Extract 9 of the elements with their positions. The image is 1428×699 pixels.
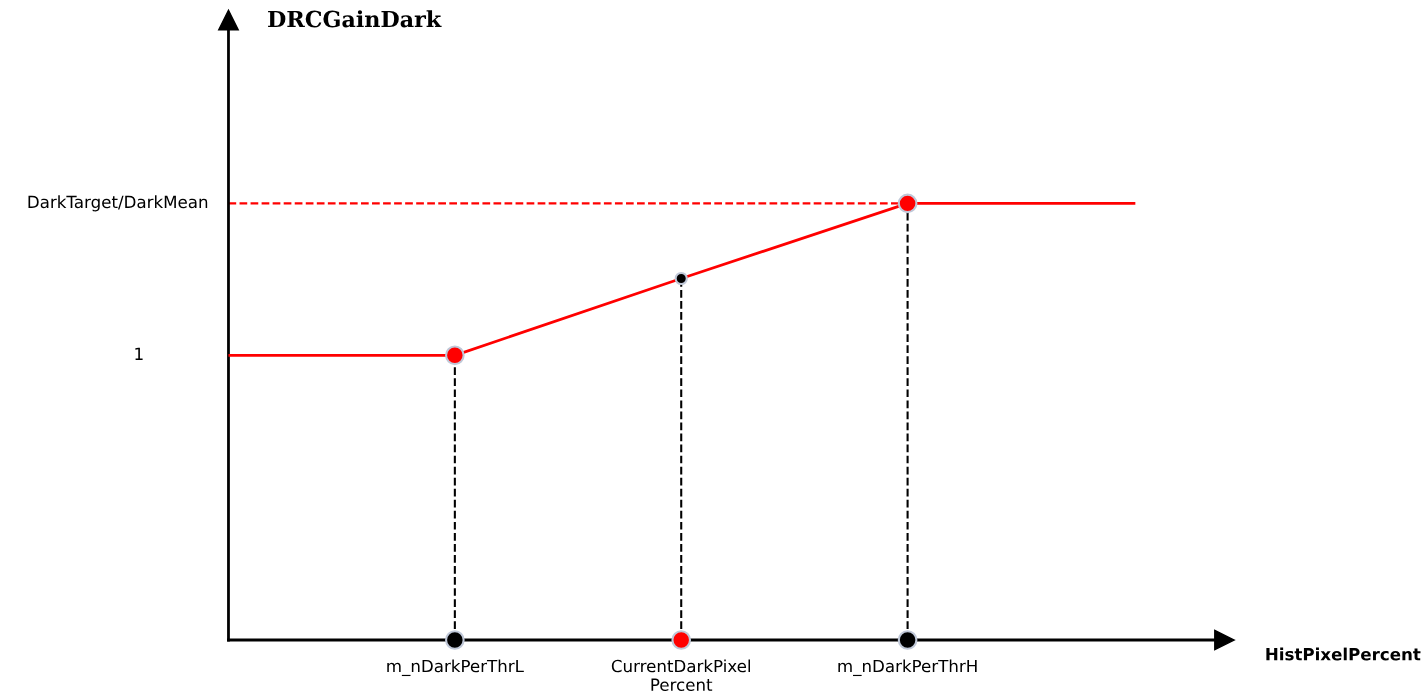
- x-axis-title: HistPixelPercent: [1266, 647, 1421, 661]
- x-tick-label: m_nDarkPerThrH: [838, 659, 977, 677]
- x-tick-label: CurrentDarkPixel Percent: [611, 659, 750, 692]
- text: 1: [135, 347, 143, 360]
- text: DRCGainDark: [268, 10, 442, 28]
- point: [445, 345, 465, 366]
- point: [897, 193, 918, 214]
- x-tick-label: m_nDarkPerThrL: [387, 659, 524, 677]
- series-label: DarkTarget/DarkMean: [28, 195, 208, 212]
